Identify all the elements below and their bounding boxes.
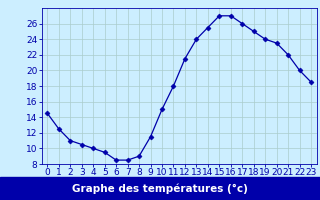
Text: Graphe des températures (°c): Graphe des températures (°c) <box>72 183 248 194</box>
